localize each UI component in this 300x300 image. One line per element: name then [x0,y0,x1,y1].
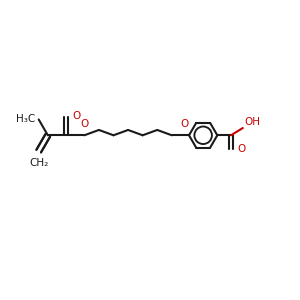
Text: OH: OH [244,116,260,127]
Text: O: O [238,144,246,154]
Text: O: O [80,119,88,129]
Text: O: O [181,119,189,129]
Text: H₃C: H₃C [16,115,35,124]
Text: CH₂: CH₂ [29,158,48,168]
Text: O: O [73,110,81,121]
